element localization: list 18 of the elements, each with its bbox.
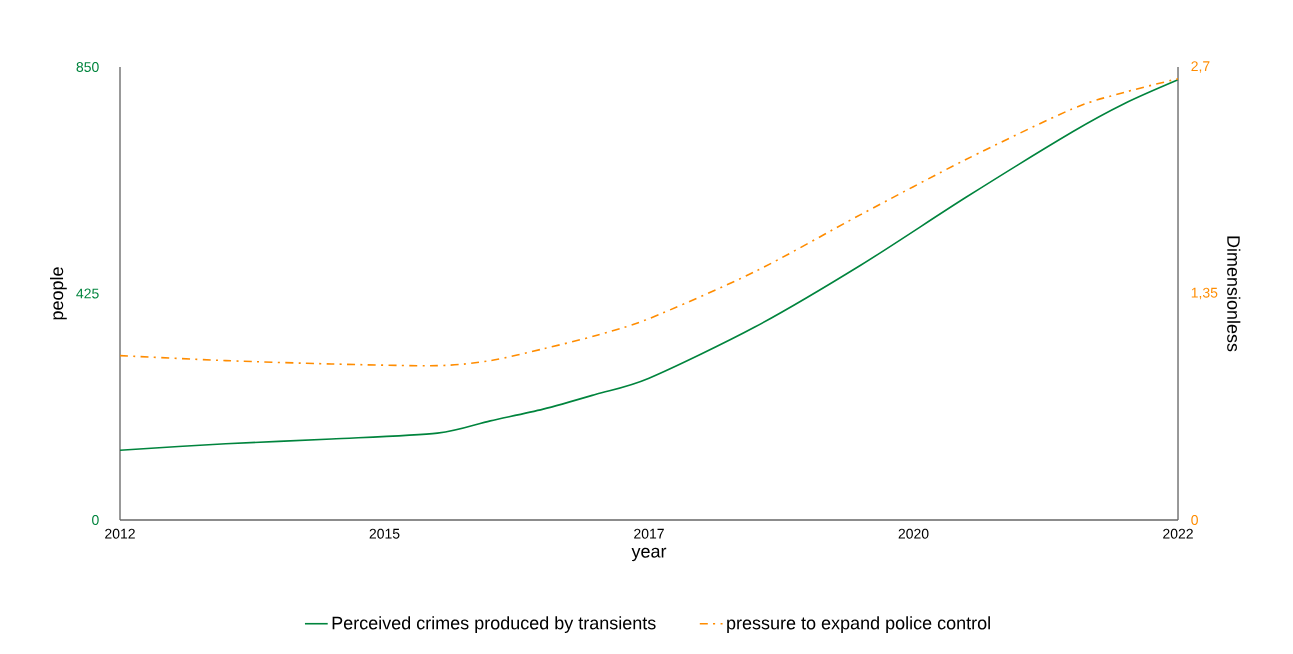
x-tick-label: 2012: [105, 528, 135, 539]
x-axis-title: year: [631, 547, 667, 562]
y-tick-label: 425: [76, 288, 99, 299]
y-tick-label: 850: [76, 62, 99, 72]
legend-label: pressure to expand police control: [727, 616, 990, 633]
line-series: [119, 78, 1179, 451]
x-tick-label: 2020: [898, 528, 929, 539]
y2-tick-label: 1,35: [1191, 287, 1218, 300]
y2-tick-label: 2,7: [1191, 61, 1210, 73]
y2-tick-label: 0: [1191, 515, 1198, 525]
x-tick-label: 2022: [1163, 528, 1193, 539]
y2-axis-title: Dimensionless: [1227, 236, 1241, 352]
x-tick-label: 2017: [634, 528, 664, 539]
line-series: [119, 77, 1179, 367]
y-tick-label: 0: [92, 515, 99, 525]
x-tick-label: 2015: [369, 528, 400, 539]
legend-label: Perceived crimes produced by transients: [332, 616, 656, 633]
y-axis-title: people: [49, 267, 67, 320]
